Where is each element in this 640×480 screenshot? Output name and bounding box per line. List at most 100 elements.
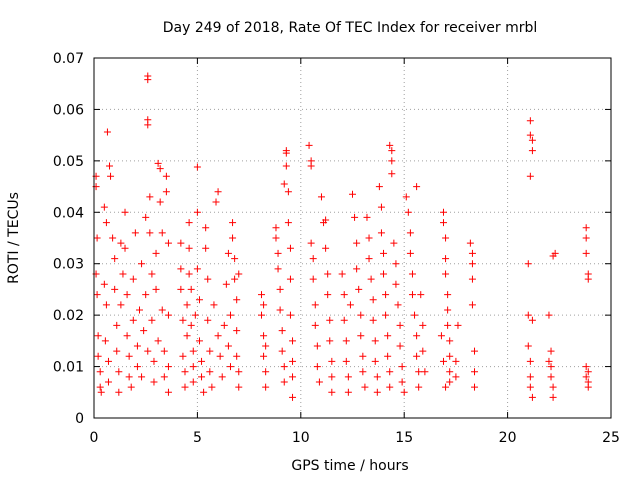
data-point bbox=[198, 357, 206, 365]
data-point bbox=[150, 357, 158, 365]
data-point bbox=[582, 224, 590, 232]
data-point bbox=[107, 172, 115, 180]
data-point bbox=[388, 147, 396, 155]
data-point bbox=[200, 388, 208, 396]
data-point bbox=[328, 388, 336, 396]
data-point bbox=[346, 301, 354, 309]
data-point bbox=[419, 321, 427, 329]
data-point bbox=[582, 363, 590, 371]
data-point bbox=[384, 352, 392, 360]
data-point bbox=[442, 255, 450, 263]
data-point bbox=[468, 260, 476, 268]
data-point bbox=[317, 193, 325, 201]
data-point bbox=[198, 373, 206, 381]
data-point bbox=[138, 260, 146, 268]
data-point bbox=[402, 193, 410, 201]
data-point bbox=[547, 347, 555, 355]
y-tick-label: 0.06 bbox=[53, 102, 84, 118]
data-point bbox=[388, 170, 396, 178]
data-point bbox=[545, 357, 553, 365]
data-point bbox=[377, 203, 385, 211]
data-point bbox=[262, 342, 270, 350]
data-point bbox=[545, 311, 553, 319]
data-point bbox=[584, 383, 592, 391]
data-point bbox=[133, 363, 141, 371]
data-point bbox=[349, 190, 356, 198]
data-point bbox=[204, 316, 212, 324]
data-point bbox=[100, 203, 108, 211]
data-point bbox=[179, 316, 187, 324]
x-tick-label: 5 bbox=[193, 430, 202, 446]
data-point bbox=[208, 383, 216, 391]
data-point bbox=[164, 363, 172, 371]
data-point bbox=[97, 388, 105, 396]
data-point bbox=[528, 393, 536, 401]
data-point bbox=[276, 306, 284, 314]
x-tick-label: 15 bbox=[395, 430, 413, 446]
data-point bbox=[96, 368, 104, 376]
data-point bbox=[195, 296, 203, 304]
data-point bbox=[94, 332, 102, 340]
data-point bbox=[121, 244, 129, 252]
data-point bbox=[452, 373, 460, 381]
data-point bbox=[367, 275, 375, 283]
data-point bbox=[119, 270, 127, 278]
data-point bbox=[386, 368, 394, 376]
data-point bbox=[101, 337, 109, 345]
x-axis-label: GPS time / hours bbox=[291, 458, 408, 474]
data-point bbox=[406, 249, 414, 257]
data-point bbox=[129, 275, 137, 283]
data-point bbox=[526, 172, 534, 180]
data-point bbox=[355, 285, 363, 293]
y-tick-label: 0.07 bbox=[53, 51, 84, 67]
data-point bbox=[439, 219, 447, 227]
data-point bbox=[262, 368, 270, 376]
data-point bbox=[313, 342, 321, 350]
data-point bbox=[289, 357, 297, 365]
data-point bbox=[235, 270, 243, 278]
axis-ticks: 0 5 10 15 20 25 0 0.01 0.02 0.03 0.04 0.05 0.06 0.07 bbox=[53, 51, 620, 446]
data-point bbox=[150, 378, 158, 386]
data-point bbox=[258, 311, 266, 319]
data-point bbox=[398, 378, 406, 386]
data-point bbox=[386, 141, 394, 149]
data-point bbox=[133, 342, 141, 350]
data-point bbox=[189, 347, 197, 355]
data-point bbox=[185, 244, 193, 252]
data-point bbox=[289, 373, 297, 381]
data-point bbox=[365, 234, 373, 242]
data-point bbox=[444, 291, 452, 299]
data-point bbox=[324, 270, 332, 278]
y-tick-label: 0.04 bbox=[53, 205, 84, 221]
data-point bbox=[160, 347, 168, 355]
data-point bbox=[342, 337, 350, 345]
data-point bbox=[113, 347, 121, 355]
data-point bbox=[154, 337, 162, 345]
data-point bbox=[117, 239, 125, 247]
data-point bbox=[220, 321, 228, 329]
data-point bbox=[152, 285, 160, 293]
data-point bbox=[375, 183, 383, 191]
data-point bbox=[551, 249, 559, 257]
data-point bbox=[406, 229, 414, 237]
data-point bbox=[224, 249, 232, 257]
data-point bbox=[135, 306, 143, 314]
data-point bbox=[229, 234, 237, 242]
data-point bbox=[526, 117, 534, 125]
data-point bbox=[181, 368, 189, 376]
data-point bbox=[415, 383, 423, 391]
data-point bbox=[369, 296, 377, 304]
data-point bbox=[142, 291, 150, 299]
data-point bbox=[324, 291, 332, 299]
data-point bbox=[380, 249, 388, 257]
data-point bbox=[164, 311, 172, 319]
data-point bbox=[386, 383, 394, 391]
data-point bbox=[359, 368, 367, 376]
data-point bbox=[528, 147, 536, 155]
data-point bbox=[526, 373, 534, 381]
data-point bbox=[280, 180, 288, 188]
data-point bbox=[210, 301, 218, 309]
data-point bbox=[162, 172, 170, 180]
data-point bbox=[549, 393, 557, 401]
data-point bbox=[123, 291, 131, 299]
